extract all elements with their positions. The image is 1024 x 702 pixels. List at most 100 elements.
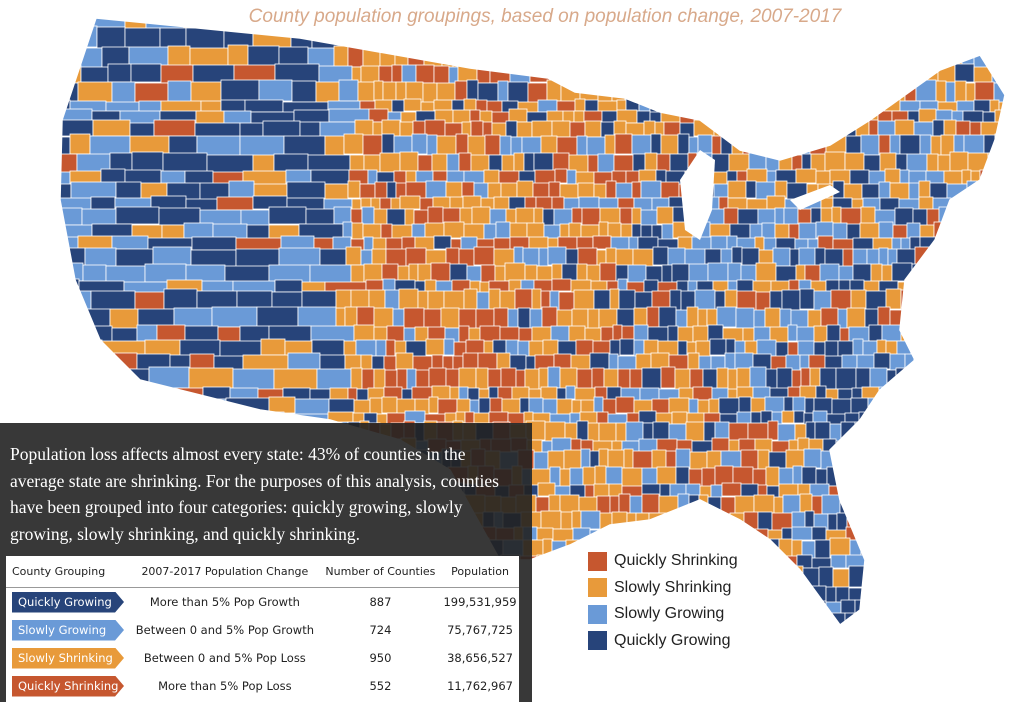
county-cell bbox=[953, 412, 968, 426]
county-cell bbox=[927, 398, 942, 416]
county-cell bbox=[738, 396, 752, 414]
county-cell bbox=[621, 467, 643, 488]
county-cell bbox=[926, 468, 938, 489]
county-cell bbox=[232, 368, 275, 391]
county-cell bbox=[615, 248, 634, 268]
county-cell bbox=[969, 206, 984, 225]
county-cell bbox=[489, 64, 511, 84]
county-cell bbox=[891, 556, 907, 571]
county-cell bbox=[994, 207, 1005, 226]
county-cell bbox=[772, 79, 794, 102]
county-cell bbox=[705, 47, 724, 70]
county-cell bbox=[688, 100, 700, 114]
county-cell bbox=[857, 513, 875, 533]
county-cell bbox=[990, 367, 1005, 390]
county-cell bbox=[866, 584, 884, 603]
county-cell bbox=[709, 338, 727, 356]
county-cell bbox=[695, 526, 709, 541]
county-cell bbox=[727, 180, 747, 199]
county-cell bbox=[534, 627, 549, 646]
county-cell bbox=[60, 397, 76, 415]
county-cell bbox=[547, 246, 567, 266]
county-cell bbox=[90, 196, 116, 211]
county-cell bbox=[912, 26, 933, 49]
county-cell bbox=[868, 612, 887, 625]
county-cell bbox=[522, 247, 540, 267]
county-cell bbox=[653, 18, 664, 29]
county-cell bbox=[804, 628, 814, 647]
county-cell bbox=[915, 79, 937, 102]
legend-swatch bbox=[588, 578, 607, 598]
county-cell bbox=[943, 119, 957, 137]
county-cell bbox=[558, 26, 571, 49]
county-cell bbox=[391, 99, 405, 113]
county-cell bbox=[736, 279, 754, 293]
county-cell bbox=[894, 119, 915, 137]
count-cell: 950 bbox=[369, 651, 392, 665]
county-cell bbox=[940, 353, 961, 371]
county-cell bbox=[836, 512, 848, 532]
county-cell bbox=[711, 437, 730, 452]
county-cell bbox=[868, 324, 883, 342]
county-cell bbox=[816, 110, 835, 125]
county-cell bbox=[897, 567, 911, 590]
county-cell bbox=[975, 353, 986, 371]
county-cell bbox=[611, 511, 628, 531]
county-cell bbox=[745, 180, 757, 199]
county-cell bbox=[908, 182, 920, 201]
county-cell bbox=[163, 288, 198, 310]
county-cell bbox=[472, 25, 486, 48]
county-cell bbox=[782, 494, 801, 515]
county-cell bbox=[971, 584, 989, 603]
county-cell bbox=[844, 152, 865, 173]
county-cell bbox=[798, 109, 818, 124]
county-cell bbox=[841, 82, 858, 105]
county-cell bbox=[443, 338, 455, 356]
county-cell bbox=[566, 169, 577, 185]
county-cell bbox=[747, 46, 763, 69]
county-cell bbox=[559, 468, 571, 489]
county-cell bbox=[761, 538, 780, 559]
county-cell bbox=[148, 366, 190, 389]
county-cell bbox=[964, 484, 978, 499]
county-cell bbox=[820, 18, 832, 30]
county-cell bbox=[787, 324, 798, 342]
county-cell bbox=[594, 465, 607, 486]
county-cell bbox=[735, 566, 749, 589]
county-cell bbox=[174, 396, 205, 414]
county-cell bbox=[660, 109, 681, 124]
county-cell bbox=[891, 412, 909, 426]
county-cell bbox=[373, 368, 386, 391]
county-cell bbox=[728, 153, 750, 174]
county-cell bbox=[814, 247, 826, 267]
county-cell bbox=[716, 306, 737, 328]
county-cell bbox=[888, 484, 909, 499]
county-cell bbox=[707, 262, 729, 282]
change-cell: Between 0 and 5% Pop Loss bbox=[143, 651, 306, 665]
county-cell bbox=[993, 338, 1005, 356]
legend-label: Slowly Shrinking bbox=[614, 578, 732, 596]
county-cell bbox=[599, 262, 617, 282]
county-cell bbox=[903, 387, 924, 402]
county-cell bbox=[167, 80, 192, 103]
county-cell bbox=[970, 236, 988, 251]
county-cell bbox=[677, 133, 690, 155]
county-cell bbox=[686, 306, 699, 328]
county-cell bbox=[225, 397, 270, 415]
county-cell bbox=[851, 484, 862, 499]
county-cell bbox=[425, 180, 447, 199]
county-cell bbox=[795, 599, 811, 615]
county-cell bbox=[761, 46, 774, 69]
county-cell bbox=[939, 495, 958, 516]
county-cell bbox=[556, 18, 573, 30]
county-cell bbox=[640, 180, 662, 199]
county-cell bbox=[769, 63, 780, 83]
county-cell bbox=[860, 134, 880, 156]
county-cell bbox=[861, 28, 873, 51]
county-cell bbox=[672, 80, 688, 103]
county-cell bbox=[824, 340, 839, 358]
county-cell bbox=[945, 385, 967, 400]
county-cell bbox=[430, 262, 451, 282]
county-cell bbox=[813, 325, 828, 343]
county-cell bbox=[874, 494, 888, 515]
